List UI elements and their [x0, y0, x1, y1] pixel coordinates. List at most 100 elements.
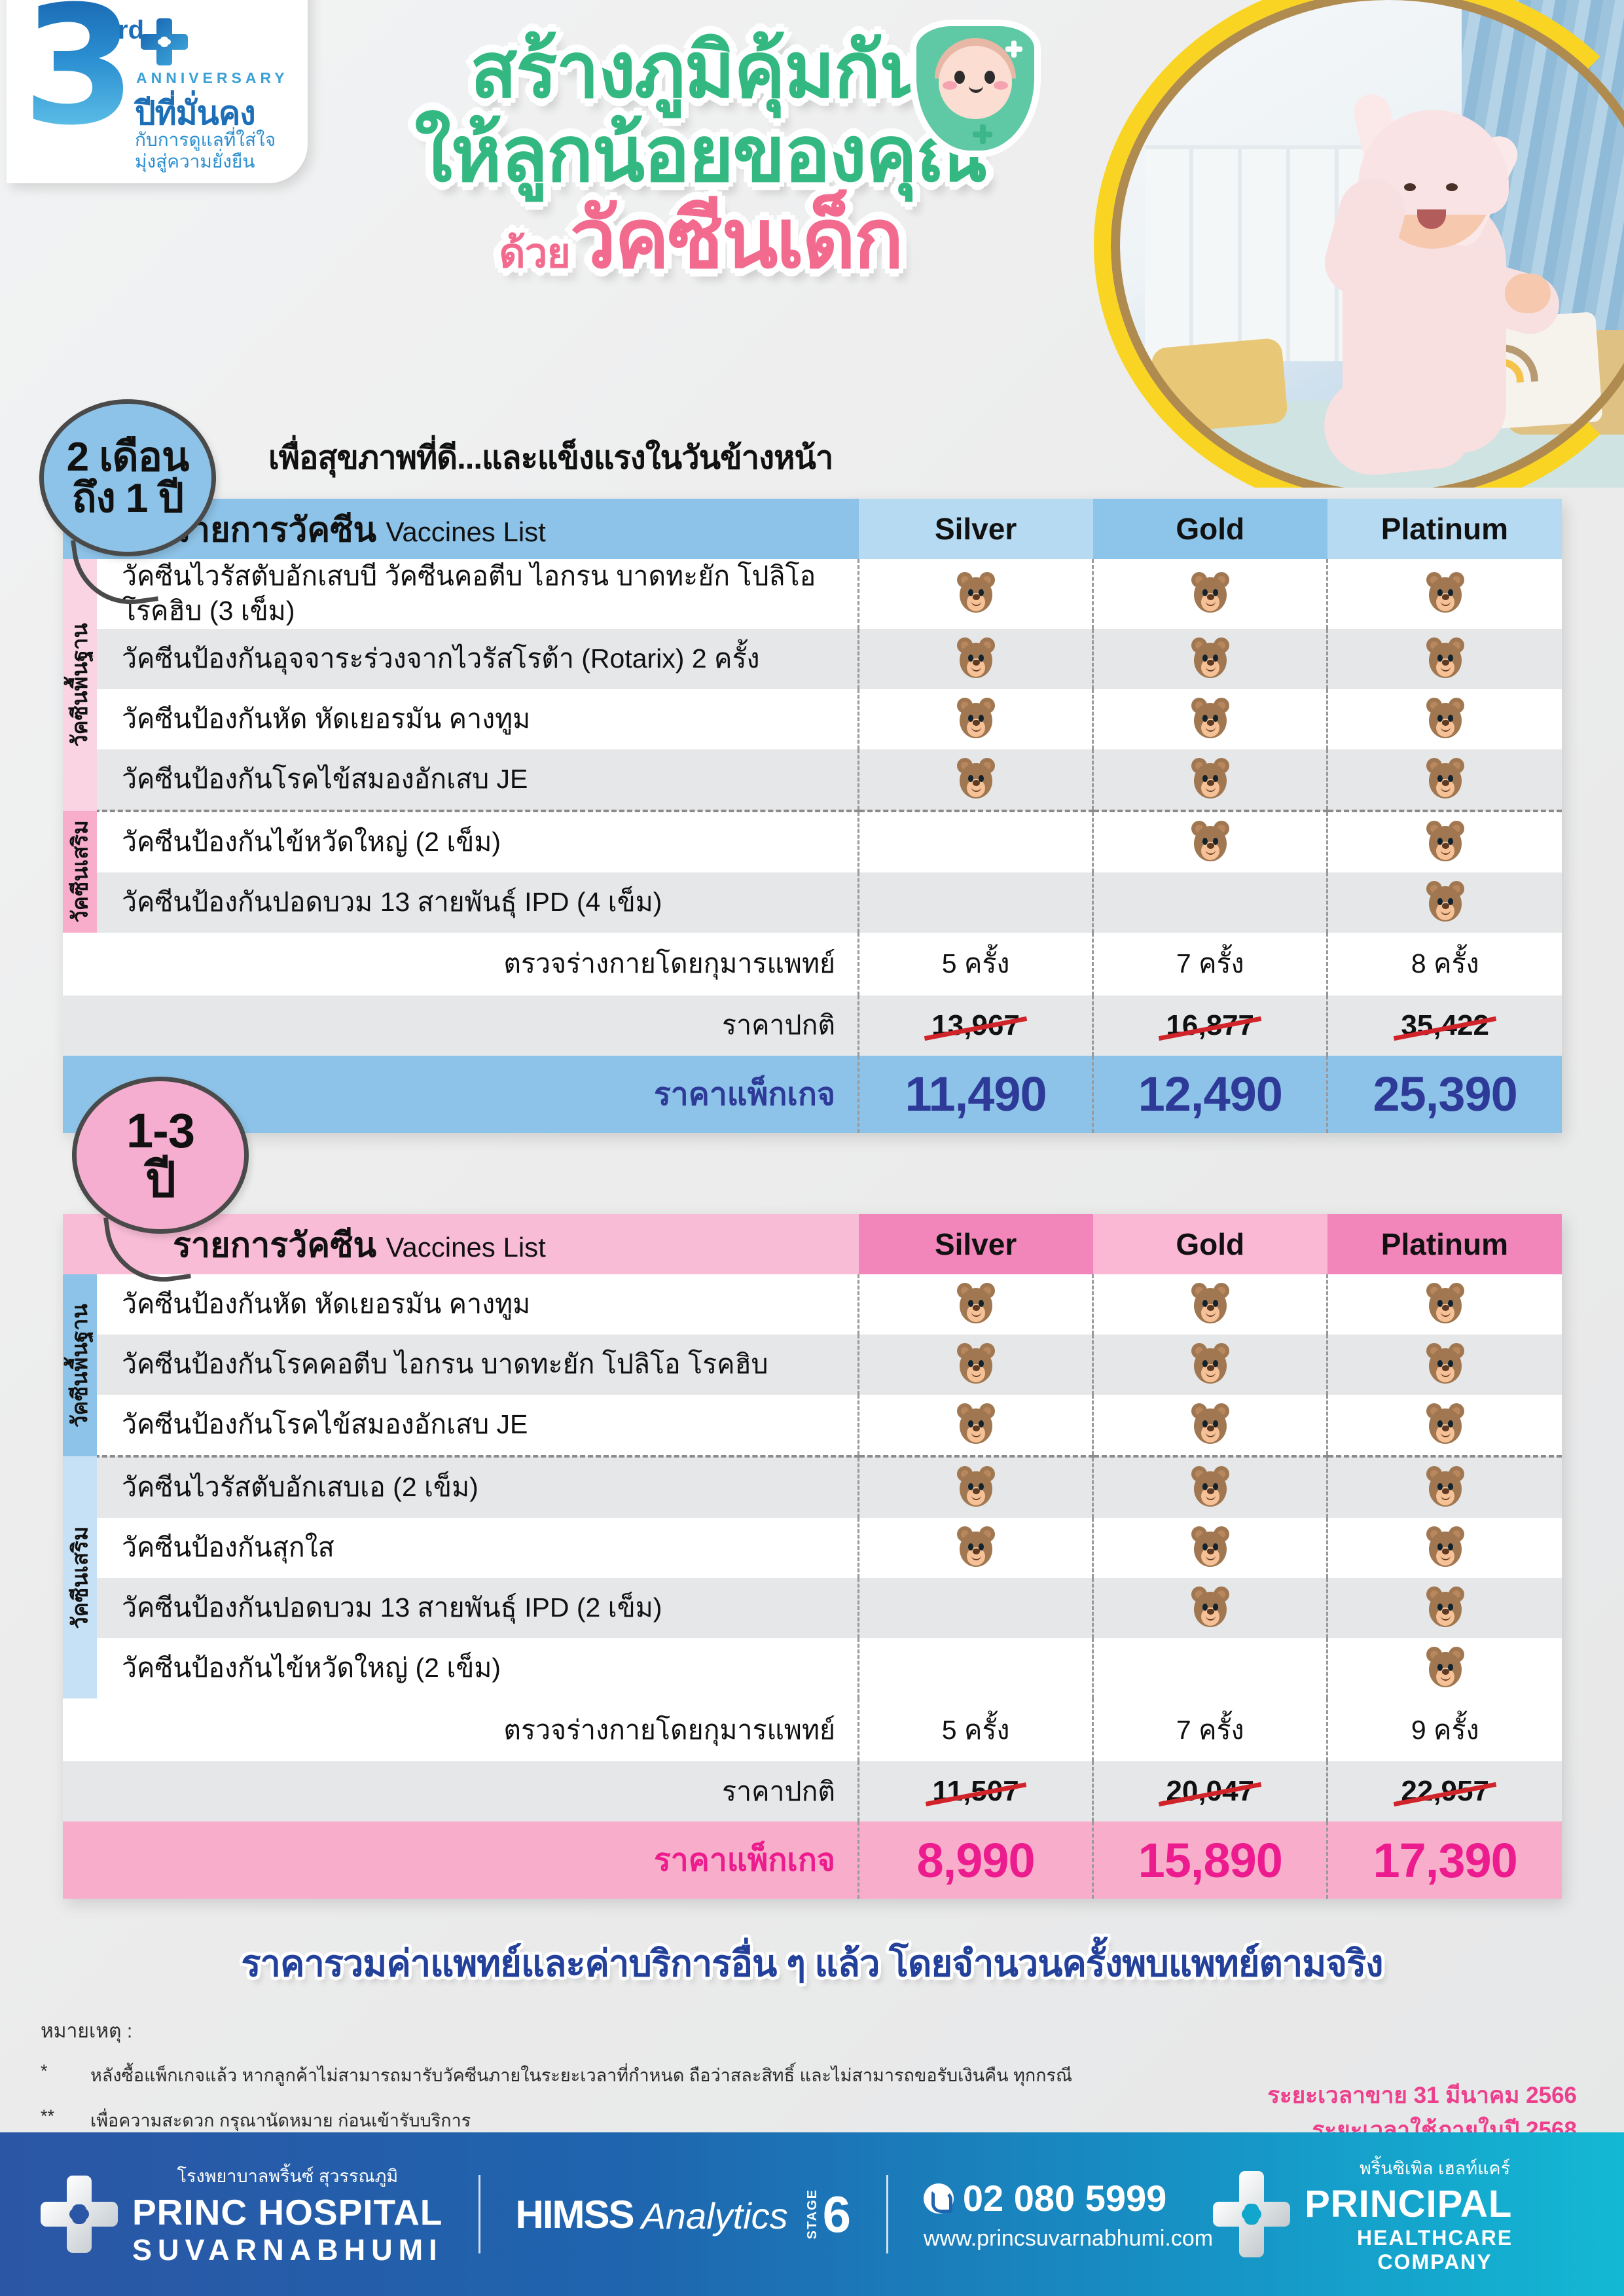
- mark-platinum: [1327, 1335, 1562, 1395]
- footnote-mark-2: **: [41, 2106, 55, 2126]
- col-header-th-2: รายการวัคซีน: [173, 1226, 377, 1265]
- checkups-platinum: 9 ครั้ง: [1411, 1714, 1479, 1745]
- himss-analytics-logo: HIMSS Analytics: [516, 2192, 788, 2237]
- pillow-yellow-left: [1150, 337, 1289, 434]
- himss-text: HIMSS: [515, 2192, 635, 2236]
- vaccine-name-cell: วัคซีนป้องกันโรคไข้สมองอักเสบ JE: [63, 1395, 860, 1458]
- mark-gold: [1092, 1638, 1329, 1698]
- table-row: วัคซีนป้องกันปอดบวม 13 สายพันธุ์ IPD (4 …: [63, 872, 1562, 933]
- normal-price-gold: 16,877: [1092, 995, 1329, 1056]
- validity-sale-period: ระยะเวลาขาย 31 มีนาคม 2566: [1267, 2083, 1577, 2108]
- table-row: วัคซีนป้องกันปอดบวม 13 สายพันธุ์ IPD (2 …: [63, 1578, 1562, 1638]
- col-header-th-1: รายการวัคซีน: [173, 511, 377, 549]
- anniversary-ordinal: rd: [118, 16, 144, 45]
- mark-gold: [1092, 1518, 1329, 1578]
- package-price-row: ราคาแพ็กเกจ 8,990 15,890 17,390: [63, 1821, 1562, 1899]
- mark-gold: [1092, 1456, 1329, 1518]
- bear-check-icon: [1425, 1403, 1466, 1446]
- rail-basic-vaccines-label: วัคซีนพื้นฐาน: [67, 622, 92, 747]
- bear-check-icon: [956, 1526, 996, 1570]
- vaccine-name-cell: วัคซีนป้องกันปอดบวม 13 สายพันธุ์ IPD (4 …: [63, 872, 860, 933]
- website-url[interactable]: www.princsuvarnabhumi.com: [923, 2226, 1214, 2251]
- anniversary-thai-line2: กับการดูแลที่ใส่ใจ: [135, 130, 276, 150]
- normal-price-label: ราคาปกติ: [63, 1761, 860, 1821]
- phone-number[interactable]: 02 080 5999: [962, 2178, 1167, 2219]
- price-inclusion-banner: ราคารวมค่าแพทย์และค่าบริการอื่น ๆ แล้ว โ…: [241, 1943, 1383, 1984]
- normal-price-gold: 20,047: [1092, 1761, 1329, 1821]
- bear-check-icon: [1425, 1283, 1466, 1326]
- bear-check-icon: [956, 757, 996, 801]
- rail-basic-vaccines: วัคซีนพื้นฐาน: [63, 1274, 97, 1456]
- bear-check-icon: [1425, 1466, 1466, 1509]
- table-row: วัคซีนป้องกันหัด หัดเยอรมัน คางทูม: [63, 1274, 1562, 1335]
- principal-healthcare-logo: พริ้นซิเพิล เฮลท์แคร์ PRINCIPAL HEALTHCA…: [1213, 2154, 1565, 2274]
- package-price-platinum: 25,390: [1327, 1055, 1562, 1133]
- mark-silver: [858, 1335, 1094, 1395]
- table-1-body: วัคซีนไวรัสตับอักเสบบี วัคซีนคอตีบ ไอกรน…: [63, 559, 1562, 1133]
- bear-check-icon: [956, 1466, 996, 1509]
- bear-check-icon: [1425, 697, 1466, 741]
- mark-platinum: [1327, 1395, 1562, 1458]
- baby-in-bunny-suit: [1317, 90, 1566, 480]
- vaccine-table-1: รายการวัคซีน Vaccines List Silver Gold P…: [63, 499, 1562, 1133]
- table-row: วัคซีนป้องกันหัด หัดเยอรมัน คางทูม: [63, 689, 1562, 749]
- package-price-gold: 15,890: [1092, 1821, 1329, 1899]
- contact-block[interactable]: 02 080 5999 www.princsuvarnabhumi.com: [923, 2177, 1214, 2251]
- mark-platinum: [1327, 628, 1562, 689]
- col-header-gold-1: Gold: [1092, 499, 1327, 559]
- age-badge-1-line2: ถึง 1 ปี: [71, 476, 184, 521]
- bear-check-icon: [1190, 1283, 1231, 1326]
- bear-check-icon: [1425, 880, 1466, 924]
- mark-platinum: [1327, 872, 1562, 933]
- mark-silver: [858, 559, 1094, 629]
- footnote-text-1: หลังซื้อแพ็กเกจแล้ว หากลูกค้าไม่สามารถมา…: [90, 2066, 1073, 2085]
- normal-price-row: ราคาปกติ 11,507 20,047 22,957: [63, 1761, 1562, 1821]
- mark-gold: [1092, 1578, 1329, 1638]
- normal-price-row: ราคาปกติ 13,967 16,877 35,422: [63, 995, 1562, 1056]
- mark-platinum: [1327, 1518, 1562, 1578]
- bear-check-icon: [1425, 757, 1466, 801]
- bear-check-icon: [1190, 1403, 1231, 1446]
- mark-silver: [858, 1456, 1094, 1518]
- footer-divider-2: [886, 2175, 888, 2253]
- mark-gold: [1092, 1274, 1329, 1335]
- col-header-platinum-2: Platinum: [1327, 1214, 1562, 1274]
- vaccine-table-card-2: รายการวัคซีน Vaccines List Silver Gold P…: [63, 1214, 1562, 1899]
- table-row: วัคซีนป้องกันไข้หวัดใหญ่ (2 เข็ม): [63, 810, 1562, 872]
- bear-check-icon: [956, 637, 996, 681]
- table-row: วัคซีนป้องกันไข้หวัดใหญ่ (2 เข็ม): [63, 1638, 1562, 1698]
- col-header-en-1: Vaccines List: [386, 516, 546, 547]
- normal-price-label: ราคาปกติ: [63, 995, 860, 1056]
- bear-check-icon: [1190, 1343, 1231, 1386]
- rail-extra-vaccines: วัคซีนเสริม: [63, 1456, 97, 1698]
- mark-platinum: [1327, 749, 1562, 812]
- vaccine-table-card-1: รายการวัคซีน Vaccines List Silver Gold P…: [63, 499, 1562, 1133]
- col-header-gold-2: Gold: [1092, 1214, 1327, 1274]
- anniversary-badge: 3 rd ANNIVERSARY ปีที่มั่นคง กับการดูแลท…: [7, 0, 308, 183]
- col-header-vaccines-list-2: รายการวัคซีน Vaccines List: [63, 1214, 859, 1274]
- mark-gold: [1092, 1335, 1329, 1395]
- phone-row[interactable]: 02 080 5999: [923, 2177, 1213, 2219]
- bear-check-icon: [956, 1343, 996, 1386]
- vaccine-table-2: รายการวัคซีน Vaccines List Silver Gold P…: [63, 1214, 1562, 1899]
- mark-silver: [858, 810, 1094, 872]
- rail-extra-vaccines-label: วัคซีนเสริม: [67, 1526, 92, 1629]
- age-badge-2months-1year: 2 เดือน ถึง 1 ปี: [39, 399, 216, 612]
- mark-gold: [1092, 1395, 1329, 1458]
- headline-line-2: ให้ลูกน้อยของคุณ: [414, 111, 987, 198]
- bear-check-icon: [956, 572, 996, 615]
- bear-check-icon: [1425, 820, 1466, 864]
- footnote-text-2: เพื่อความสะดวก กรุณานัดหมาย ก่อนเข้ารับบ…: [90, 2111, 471, 2130]
- footer-bar: โรงพยาบาลพริ้นซ์ สุวรรณภูมิ PRINC HOSPIT…: [0, 2132, 1624, 2296]
- vaccine-name-cell: วัคซีนป้องกันอุจจาระร่วงจากไวรัสโรต้า (R…: [63, 628, 860, 689]
- bear-check-icon: [956, 1403, 996, 1446]
- mark-silver: [858, 1638, 1094, 1698]
- rail-extra-vaccines: วัคซีนเสริม: [63, 810, 97, 933]
- subheadline: เพื่อสุขภาพที่ดี...และแข็งแรงในวันข้างหน…: [268, 440, 833, 476]
- mark-silver: [858, 749, 1094, 812]
- table-row: วัคซีนป้องกันโรคไข้สมองอักเสบ JE: [63, 749, 1562, 812]
- normal-price-platinum: 35,422: [1327, 995, 1562, 1056]
- mark-gold: [1092, 689, 1329, 749]
- footer-divider-1: [478, 2175, 480, 2253]
- vaccine-name-cell: วัคซีนไวรัสตับอักเสบเอ (2 เข็ม): [63, 1456, 860, 1518]
